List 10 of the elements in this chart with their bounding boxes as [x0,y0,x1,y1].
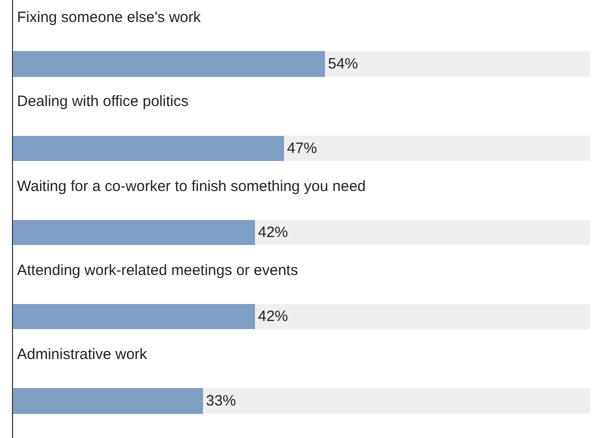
data-label: 33% [206,392,236,410]
data-label: 54% [328,56,358,72]
y-tick-label: Fixing someone else's work [17,9,202,26]
y-tick-label: Administrative work [17,346,148,363]
y-tick-label: Dealing with office politics [17,93,188,110]
data-label: 42% [258,224,288,241]
y-tick-label: Waiting for a co-worker to finish something you need [17,178,366,195]
data-label: 47% [287,140,318,157]
y-tick-label: Attending work-related meetings or events [17,262,298,279]
data-label: 42% [258,308,288,325]
